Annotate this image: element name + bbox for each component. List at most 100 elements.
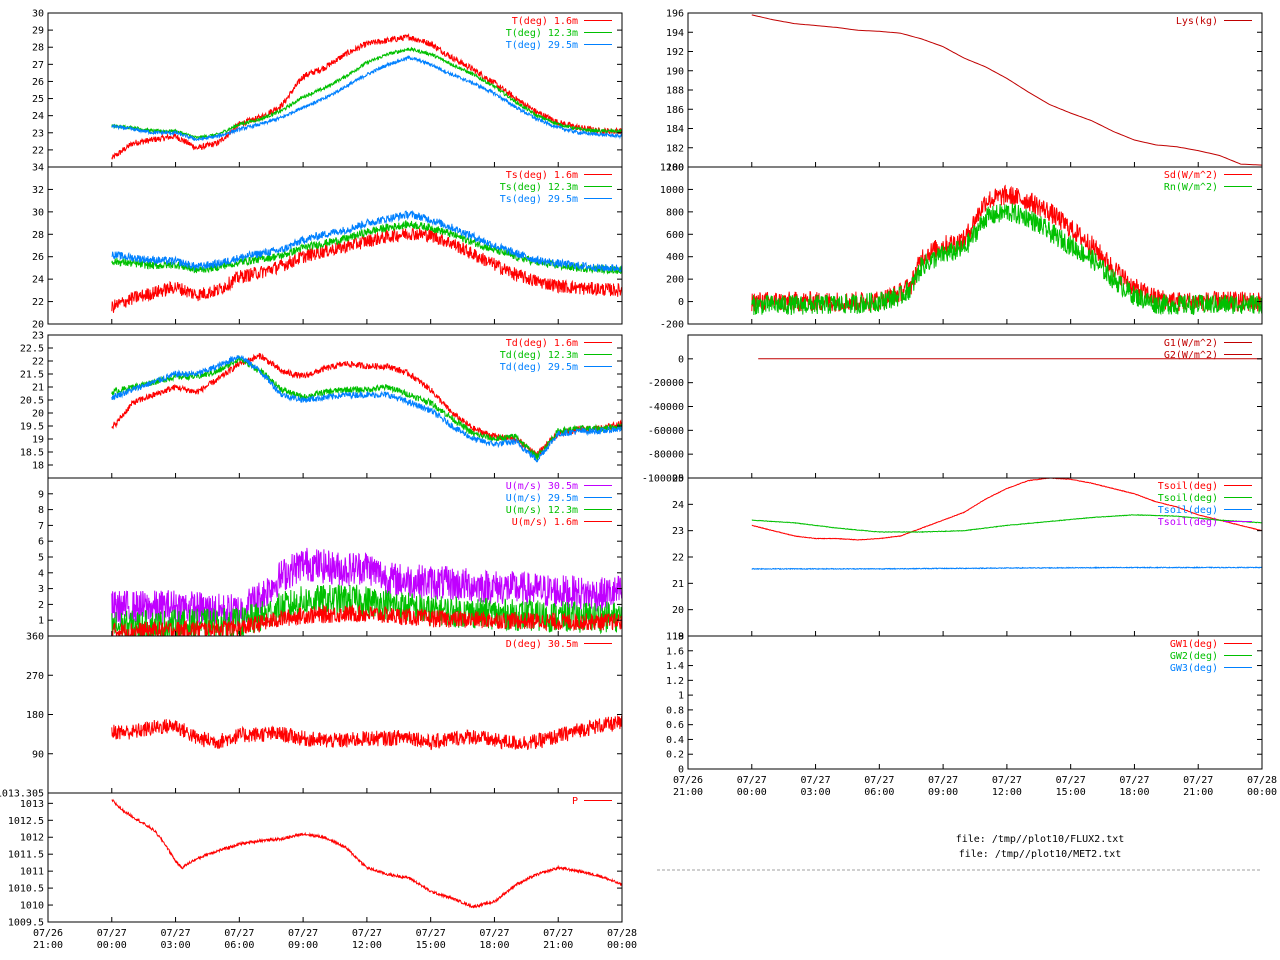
sonic_temp-legend-label-2: Ts(deg) 29.5m xyxy=(500,194,578,205)
pressure-xtick-time-5: 12:00 xyxy=(352,940,382,951)
temp-series-2 xyxy=(111,55,622,142)
pressure-legend-label-0: P xyxy=(572,796,578,807)
sonic_temp-ytick-label-4: 26 xyxy=(32,252,44,263)
dewpoint-ytick-label-5: 20.5 xyxy=(20,396,44,407)
lys-ytick-label-6: 184 xyxy=(666,124,684,135)
wind_speed-ytick-label-1: 8 xyxy=(38,505,44,516)
lys-ytick-label-2: 192 xyxy=(666,47,684,58)
radiation-legend-label-0: Sd(W/m^2) xyxy=(1164,170,1218,181)
gw-xtick-time-8: 21:00 xyxy=(1183,787,1213,798)
pressure-xtick-time-3: 06:00 xyxy=(224,940,254,951)
radiation-ytick-label-0: 1200 xyxy=(660,163,684,174)
sonic_temp-legend-label-0: Ts(deg) 1.6m xyxy=(506,170,578,181)
gw-xtick-date-7: 07/27 xyxy=(1119,775,1149,786)
pressure-series-0 xyxy=(111,798,622,909)
temp-ytick-label-1: 29 xyxy=(32,26,44,37)
gw-xtick-time-7: 18:00 xyxy=(1119,787,1149,798)
temp-series-1 xyxy=(111,46,622,140)
gw-xtick-date-1: 07/27 xyxy=(737,775,767,786)
dewpoint-ytick-label-6: 20 xyxy=(32,409,44,420)
sonic_temp-ytick-label-7: 20 xyxy=(32,320,44,331)
radiation-legend-label-1: Rn(W/m^2) xyxy=(1164,182,1218,193)
temp-ytick-label-7: 23 xyxy=(32,128,44,139)
pressure-ytick-label-1: 1013 xyxy=(20,799,44,810)
gw-ytick-label-9: 0 xyxy=(678,765,684,776)
gw-ytick-label-8: 0.2 xyxy=(666,750,684,761)
radiation-ytick-label-6: 0 xyxy=(678,297,684,308)
lys-ytick-label-4: 188 xyxy=(666,86,684,97)
soil_temp-series-0 xyxy=(751,478,1262,541)
gw-ytick-label-5: 0.8 xyxy=(666,705,684,716)
gw-frame xyxy=(687,635,1263,770)
pressure-xtick-date-7: 07/27 xyxy=(479,928,509,939)
pressure-xtick-time-9: 00:00 xyxy=(607,940,637,951)
temp-legend-label-2: T(deg) 29.5m xyxy=(506,40,578,51)
temp-ytick-label-4: 26 xyxy=(32,77,44,88)
lys-ytick-label-0: 196 xyxy=(666,9,684,20)
dewpoint-series-2 xyxy=(111,355,622,463)
dewpoint-legend-label-0: Td(deg) 1.6m xyxy=(506,338,578,349)
soil_temp-legend-label-0: Tsoil(deg) xyxy=(1158,481,1218,492)
wind_speed-legend-label-3: U(m/s) 1.6m xyxy=(512,517,578,528)
gw-xtick-date-0: 07/26 xyxy=(673,775,703,786)
wind_speed-legend-label-1: U(m/s) 29.5m xyxy=(506,493,578,504)
ground_flux-ytick-label-2: -40000 xyxy=(648,402,684,413)
dewpoint-ytick-label-0: 23 xyxy=(32,331,44,342)
temp-ytick-label-8: 22 xyxy=(32,145,44,156)
lys-ytick-label-7: 182 xyxy=(666,143,684,154)
temp-series-0 xyxy=(111,32,622,160)
soil_temp-ytick-label-4: 21 xyxy=(672,579,684,590)
gw-xtick-time-4: 09:00 xyxy=(928,787,958,798)
pressure-xtick-time-1: 00:00 xyxy=(97,940,127,951)
sonic_temp-ytick-label-1: 32 xyxy=(32,185,44,196)
soil_temp-ytick-label-3: 22 xyxy=(672,553,684,564)
pressure-xtick-time-7: 18:00 xyxy=(479,940,509,951)
gw-xtick-date-9: 07/28 xyxy=(1247,775,1277,786)
radiation-ytick-label-7: -200 xyxy=(660,320,684,331)
dewpoint-ytick-label-10: 18 xyxy=(32,461,44,472)
soil_temp-series-2 xyxy=(751,566,1262,571)
pressure-ytick-label-0: 1013.305 xyxy=(0,789,44,800)
sonic_temp-legend-label-1: Ts(deg) 12.3m xyxy=(500,182,578,193)
wind_speed-ytick-label-6: 3 xyxy=(38,584,44,595)
dewpoint-ytick-label-7: 19.5 xyxy=(20,422,44,433)
lys-series-0 xyxy=(751,14,1262,166)
lys-ytick-label-5: 186 xyxy=(666,105,684,116)
gw-ytick-label-4: 1 xyxy=(678,691,684,702)
pressure-xtick-date-8: 07/27 xyxy=(543,928,573,939)
radiation-series-1 xyxy=(751,203,1262,316)
ground_flux-ytick-label-0: 0 xyxy=(678,354,684,365)
wind_speed-ytick-label-0: 9 xyxy=(38,489,44,500)
sonic_temp-series-0 xyxy=(111,227,622,313)
pressure-xtick-date-4: 07/27 xyxy=(288,928,318,939)
wind_speed-ytick-label-4: 5 xyxy=(38,553,44,564)
soil_temp-ytick-label-2: 23 xyxy=(672,526,684,537)
dewpoint-ytick-label-8: 19 xyxy=(32,435,44,446)
pressure-ytick-label-7: 1010 xyxy=(20,901,44,912)
temp-ytick-label-2: 28 xyxy=(32,43,44,54)
wind_speed-ytick-label-5: 4 xyxy=(38,568,44,579)
sonic_temp-ytick-label-0: 34 xyxy=(32,163,44,174)
gw-xtick-time-2: 03:00 xyxy=(801,787,831,798)
gw-xtick-date-6: 07/27 xyxy=(1056,775,1086,786)
lys-legend-label-0: Lys(kg) xyxy=(1176,16,1218,27)
ground_flux-ytick-label-3: -60000 xyxy=(648,426,684,437)
soil_temp-legend-label-1: Tsoil(deg) xyxy=(1158,493,1218,504)
soil_temp-ytick-label-5: 20 xyxy=(672,605,684,616)
temp-ytick-label-5: 25 xyxy=(32,94,44,105)
soil_temp-ytick-label-1: 24 xyxy=(672,500,684,511)
pressure-xtick-time-2: 03:00 xyxy=(161,940,191,951)
file-note-met: file: /tmp//plot10/MET2.txt xyxy=(958,849,1122,860)
file-note-flux: file: /tmp//plot10/FLUX2.txt xyxy=(955,834,1125,845)
pressure-xtick-date-9: 07/28 xyxy=(607,928,637,939)
radiation-frame xyxy=(687,166,1263,325)
soil_temp-ytick-label-0: 25 xyxy=(672,474,684,485)
gw-ytick-label-1: 1.6 xyxy=(666,646,684,657)
dewpoint-legend-label-2: Td(deg) 29.5m xyxy=(500,362,578,373)
gw-xtick-date-4: 07/27 xyxy=(928,775,958,786)
wind_speed-ytick-label-8: 1 xyxy=(38,616,44,627)
pressure-xtick-time-8: 21:00 xyxy=(543,940,573,951)
gw-xtick-time-1: 00:00 xyxy=(737,787,767,798)
ground_flux-ytick-label-5: -100000 xyxy=(642,474,684,485)
